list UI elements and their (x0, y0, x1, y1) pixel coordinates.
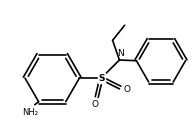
Text: S: S (98, 74, 105, 83)
Text: O: O (124, 85, 131, 94)
Text: N: N (117, 49, 124, 58)
Text: O: O (91, 100, 98, 109)
Text: NH₂: NH₂ (22, 108, 38, 117)
